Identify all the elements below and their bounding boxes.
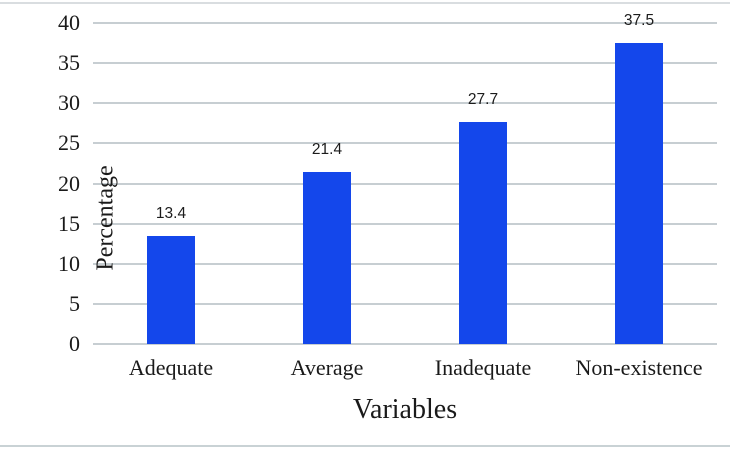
bar-value-label: 21.4	[311, 141, 343, 159]
y-axis-title: Percentage	[92, 165, 119, 271]
gridline	[93, 222, 717, 225]
y-tick-label: 40	[58, 10, 80, 35]
y-tick-label: 15	[58, 210, 80, 236]
bar	[147, 236, 195, 344]
category-label: Non-existence	[575, 355, 703, 380]
y-tick-label: 30	[58, 90, 80, 116]
y-tick-label: 10	[58, 250, 80, 276]
gridline	[93, 22, 717, 24]
category-label: Average	[290, 355, 364, 380]
gridline	[93, 182, 717, 185]
y-tick-label: 25	[58, 130, 80, 156]
figure-bottom-border	[0, 445, 730, 447]
category-label: Inadequate	[434, 355, 532, 380]
bar	[615, 43, 663, 344]
y-tick-label: 20	[58, 170, 80, 196]
gridline	[93, 142, 717, 145]
x-axis-title: Variables	[352, 394, 458, 425]
gridline	[93, 262, 717, 265]
gridline	[93, 62, 717, 65]
y-tick-label: 0	[69, 331, 80, 356]
bar	[459, 121, 507, 344]
y-tick-label: 5	[69, 290, 80, 316]
figure-top-border	[0, 2, 730, 4]
y-tick-label: 35	[58, 50, 80, 76]
category-label: Adequate	[128, 355, 214, 380]
bar-value-label: 13.4	[155, 205, 187, 223]
gridline	[93, 102, 717, 105]
gridline	[93, 302, 717, 305]
bar-value-label: 37.5	[623, 12, 655, 30]
bar	[303, 172, 351, 344]
gridline	[93, 343, 717, 345]
bar-value-label: 27.7	[467, 90, 499, 108]
